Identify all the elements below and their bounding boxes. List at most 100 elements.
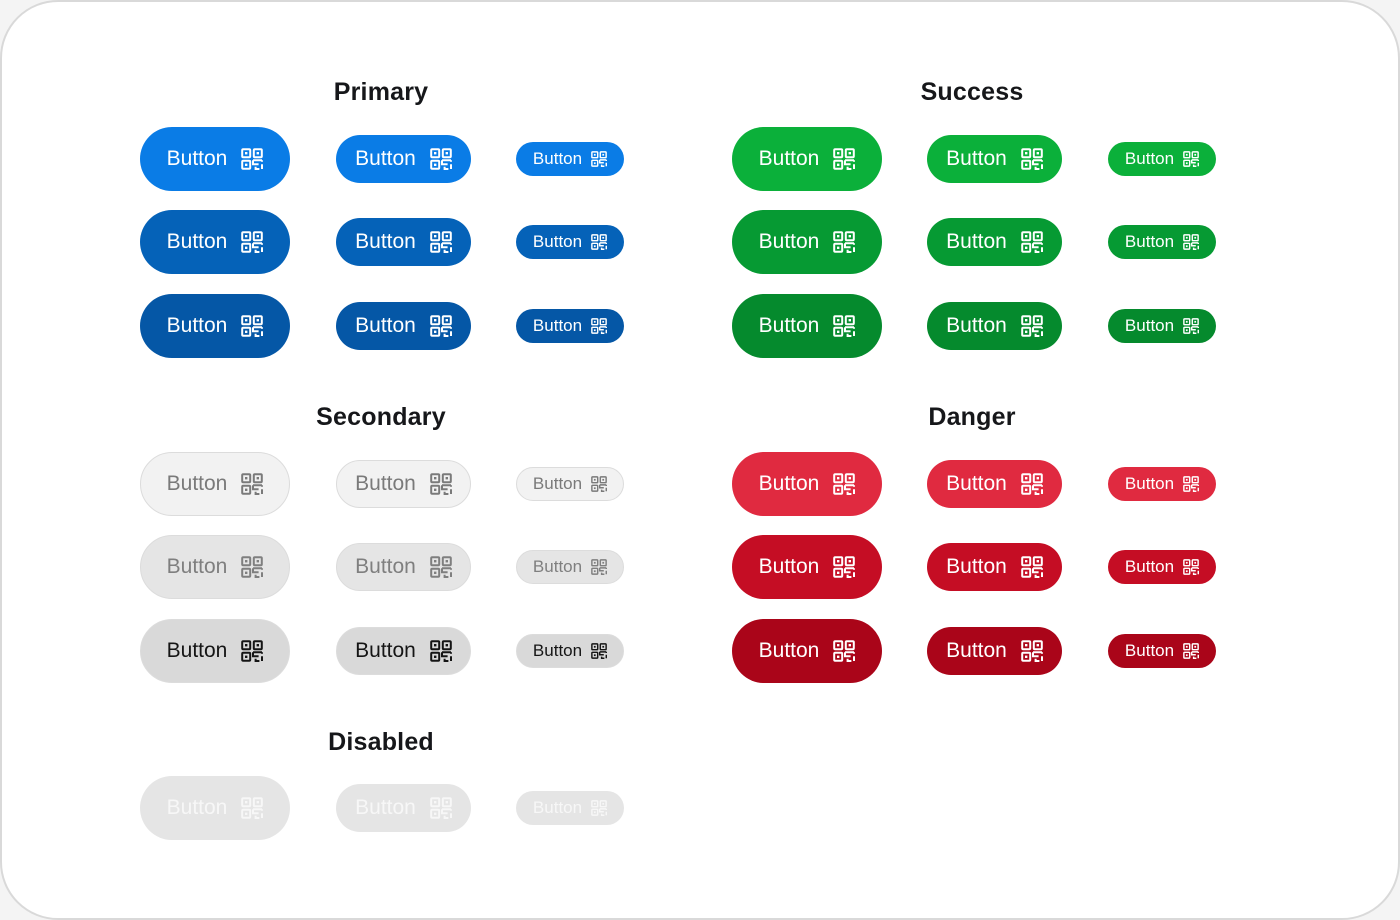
- button-label: Button: [532, 149, 583, 168]
- qr-code-icon: [1021, 148, 1043, 170]
- button-label: Button: [532, 798, 583, 817]
- danger-default-md-button[interactable]: Button: [927, 460, 1062, 508]
- qr-code-icon: [430, 556, 452, 578]
- qr-code-icon: [241, 315, 263, 337]
- primary-hover-md-button[interactable]: Button: [336, 218, 471, 266]
- button-label: Button: [166, 796, 228, 819]
- button-label: Button: [946, 472, 1007, 495]
- button-label: Button: [758, 314, 820, 337]
- success-pressed-md-button[interactable]: Button: [927, 302, 1062, 350]
- section-title-danger: Danger: [928, 403, 1016, 431]
- primary-pressed-lg-button[interactable]: Button: [140, 294, 290, 358]
- success-pressed-sm-button[interactable]: Button: [1108, 309, 1216, 343]
- button-label: Button: [166, 147, 228, 170]
- success-hover-sm-button[interactable]: Button: [1108, 225, 1216, 259]
- qr-code-icon: [430, 473, 452, 495]
- button-label: Button: [946, 639, 1007, 662]
- secondary-hover-md-button[interactable]: Button: [336, 543, 471, 591]
- qr-code-icon: [430, 797, 452, 819]
- qr-code-icon: [1183, 476, 1199, 492]
- button-label: Button: [355, 230, 416, 253]
- disabled-disabled-sm-button: Button: [516, 791, 624, 825]
- qr-code-icon: [430, 640, 452, 662]
- qr-code-icon: [1021, 473, 1043, 495]
- disabled-disabled-md-button: Button: [336, 784, 471, 832]
- button-label: Button: [355, 639, 416, 662]
- danger-default-sm-button[interactable]: Button: [1108, 467, 1216, 501]
- qr-code-icon: [833, 315, 855, 337]
- success-hover-lg-button[interactable]: Button: [732, 210, 882, 274]
- qr-code-icon: [1183, 234, 1199, 250]
- button-label: Button: [946, 314, 1007, 337]
- danger-hover-md-button[interactable]: Button: [927, 543, 1062, 591]
- button-label: Button: [758, 147, 820, 170]
- danger-hover-lg-button[interactable]: Button: [732, 535, 882, 599]
- primary-default-sm-button[interactable]: Button: [516, 142, 624, 176]
- primary-default-md-button[interactable]: Button: [336, 135, 471, 183]
- qr-code-icon: [591, 800, 607, 816]
- qr-code-icon: [1021, 231, 1043, 253]
- button-label: Button: [166, 555, 228, 578]
- primary-hover-lg-button[interactable]: Button: [140, 210, 290, 274]
- button-label: Button: [946, 230, 1007, 253]
- button-label: Button: [1124, 232, 1175, 251]
- qr-code-icon: [1183, 151, 1199, 167]
- button-label: Button: [946, 555, 1007, 578]
- success-default-md-button[interactable]: Button: [927, 135, 1062, 183]
- success-pressed-lg-button[interactable]: Button: [732, 294, 882, 358]
- qr-code-icon: [591, 234, 607, 250]
- button-label: Button: [1124, 474, 1175, 493]
- qr-code-icon: [1021, 556, 1043, 578]
- button-label: Button: [532, 641, 583, 660]
- danger-pressed-lg-button[interactable]: Button: [732, 619, 882, 683]
- disabled-disabled-lg-button: Button: [140, 776, 290, 840]
- qr-code-icon: [833, 640, 855, 662]
- secondary-default-md-button[interactable]: Button: [336, 460, 471, 508]
- qr-code-icon: [591, 643, 607, 659]
- primary-default-lg-button[interactable]: Button: [140, 127, 290, 191]
- success-default-lg-button[interactable]: Button: [732, 127, 882, 191]
- qr-code-icon: [1183, 318, 1199, 334]
- button-label: Button: [1124, 557, 1175, 576]
- qr-code-icon: [241, 231, 263, 253]
- qr-code-icon: [591, 151, 607, 167]
- qr-code-icon: [241, 148, 263, 170]
- section-title-primary: Primary: [333, 78, 429, 106]
- qr-code-icon: [833, 231, 855, 253]
- danger-hover-sm-button[interactable]: Button: [1108, 550, 1216, 584]
- secondary-default-sm-button[interactable]: Button: [516, 467, 624, 501]
- danger-pressed-md-button[interactable]: Button: [927, 627, 1062, 675]
- qr-code-icon: [241, 797, 263, 819]
- success-hover-md-button[interactable]: Button: [927, 218, 1062, 266]
- danger-pressed-sm-button[interactable]: Button: [1108, 634, 1216, 668]
- button-label: Button: [355, 555, 416, 578]
- qr-code-icon: [241, 640, 263, 662]
- button-label: Button: [355, 796, 416, 819]
- qr-code-icon: [833, 473, 855, 495]
- secondary-pressed-sm-button[interactable]: Button: [516, 634, 624, 668]
- danger-default-lg-button[interactable]: Button: [732, 452, 882, 516]
- qr-code-icon: [591, 318, 607, 334]
- section-title-secondary: Secondary: [316, 403, 446, 431]
- qr-code-icon: [833, 556, 855, 578]
- primary-pressed-sm-button[interactable]: Button: [516, 309, 624, 343]
- success-default-sm-button[interactable]: Button: [1108, 142, 1216, 176]
- qr-code-icon: [1183, 643, 1199, 659]
- button-label: Button: [532, 557, 583, 576]
- qr-code-icon: [430, 231, 452, 253]
- qr-code-icon: [1021, 315, 1043, 337]
- button-label: Button: [355, 147, 416, 170]
- primary-hover-sm-button[interactable]: Button: [516, 225, 624, 259]
- primary-pressed-md-button[interactable]: Button: [336, 302, 471, 350]
- secondary-hover-lg-button[interactable]: Button: [140, 535, 290, 599]
- secondary-pressed-md-button[interactable]: Button: [336, 627, 471, 675]
- button-label: Button: [758, 472, 820, 495]
- button-label: Button: [758, 555, 820, 578]
- button-label: Button: [1124, 641, 1175, 660]
- button-label: Button: [946, 147, 1007, 170]
- secondary-pressed-lg-button[interactable]: Button: [140, 619, 290, 683]
- button-label: Button: [355, 472, 416, 495]
- secondary-default-lg-button[interactable]: Button: [140, 452, 290, 516]
- qr-code-icon: [430, 148, 452, 170]
- secondary-hover-sm-button[interactable]: Button: [516, 550, 624, 584]
